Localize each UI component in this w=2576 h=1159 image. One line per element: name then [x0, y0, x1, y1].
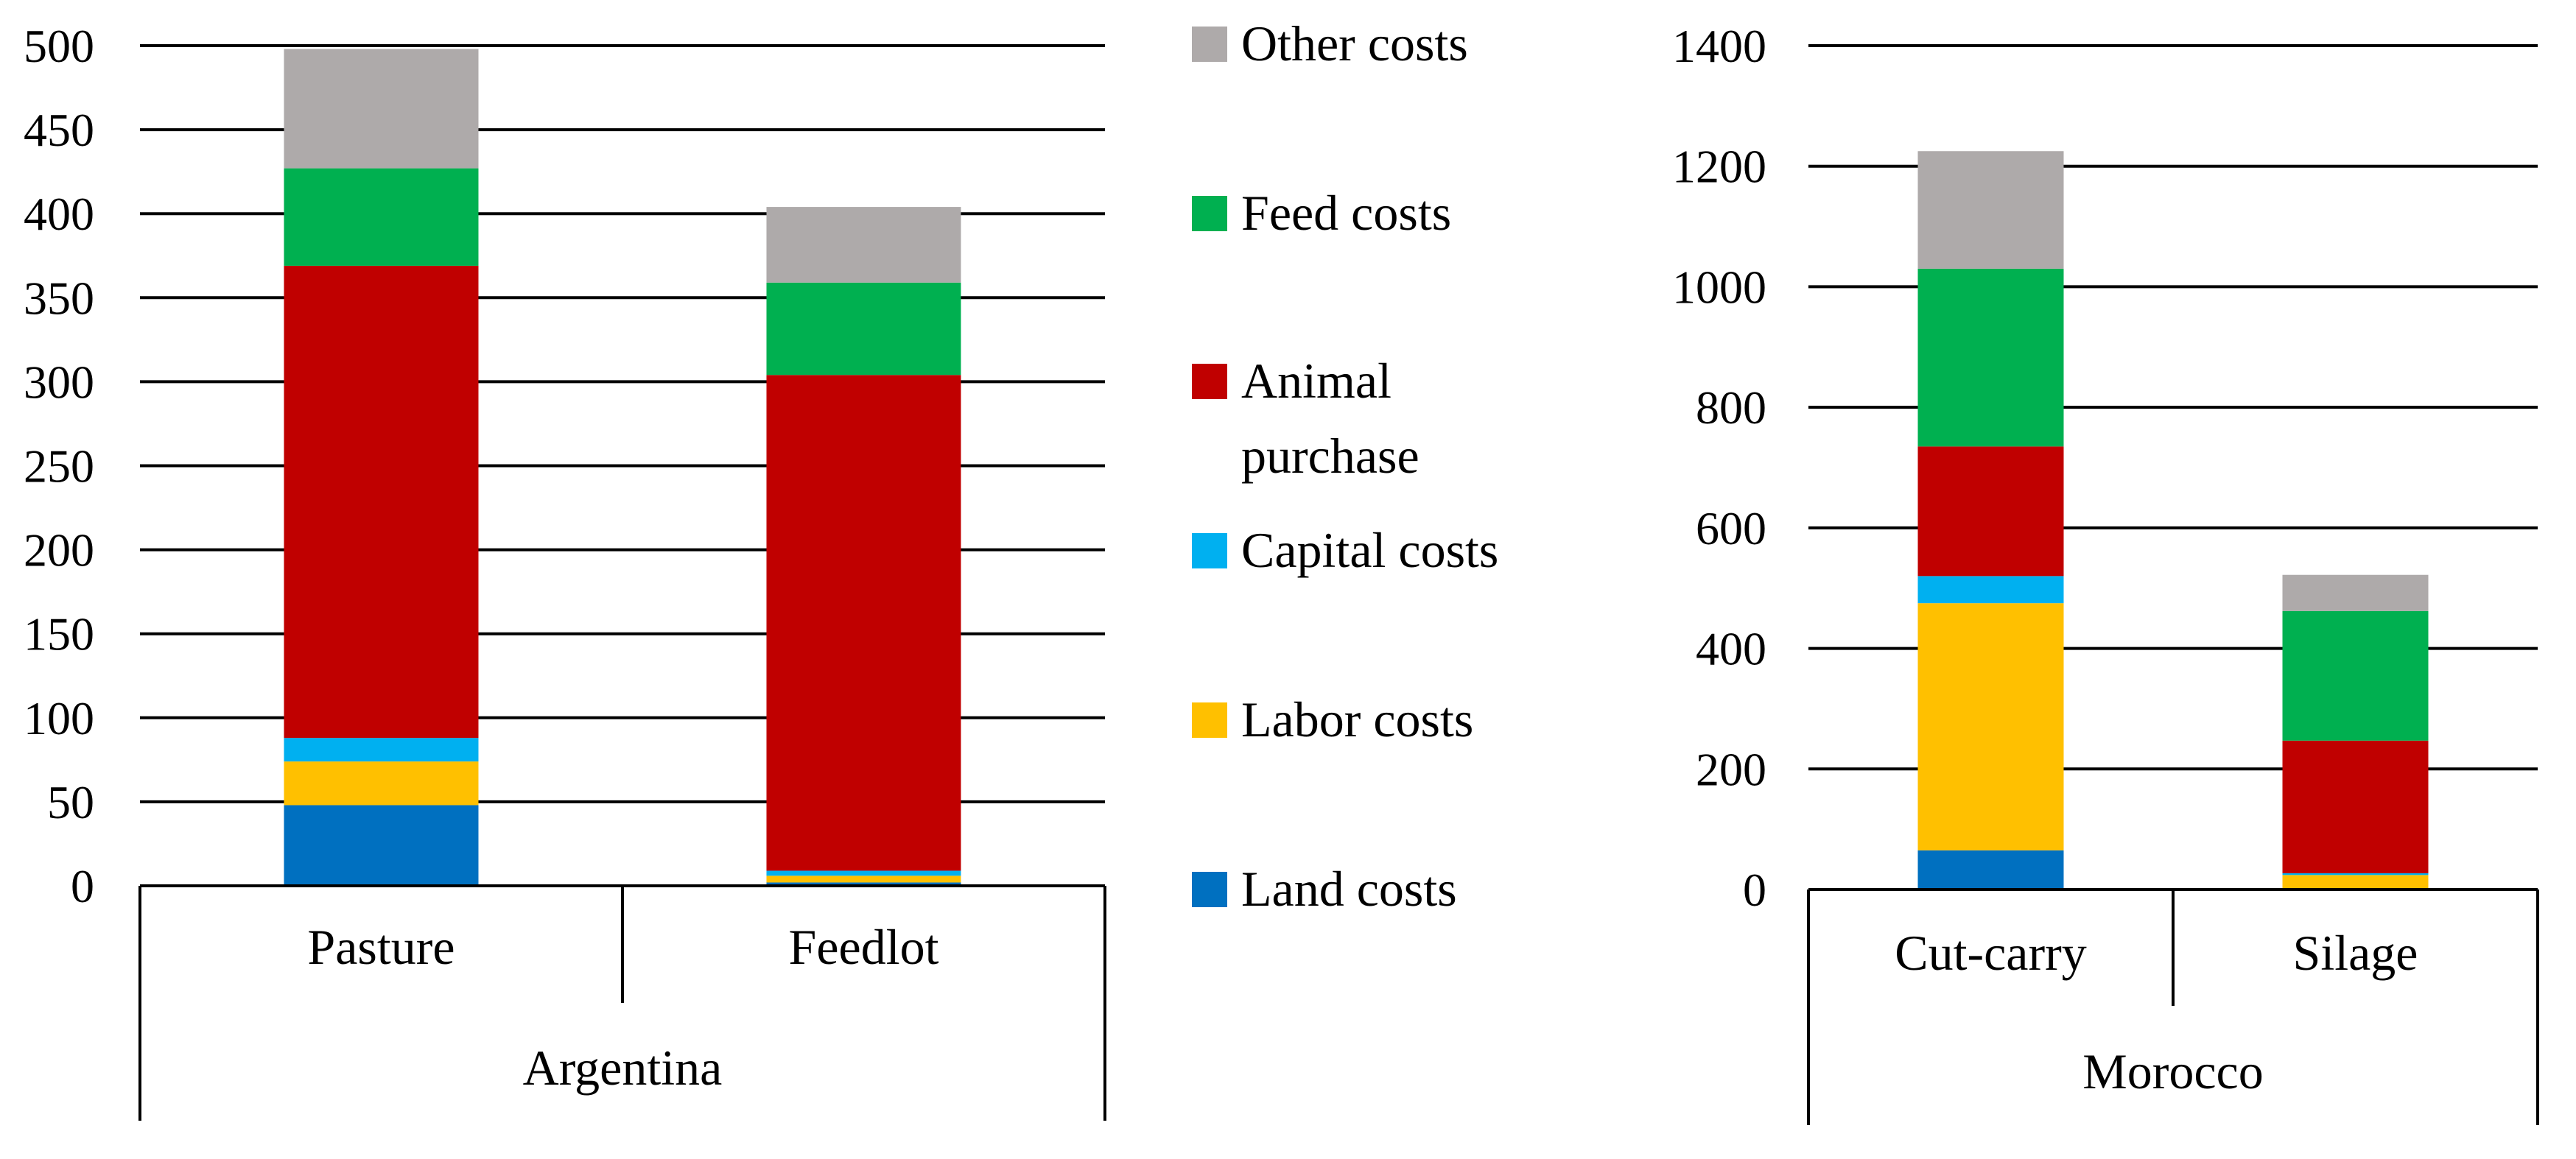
bar-feedlot-land-costs: [766, 882, 961, 886]
bar-cut-carry-other-costs: [1917, 151, 2064, 269]
y-tick-label: 150: [24, 608, 94, 660]
chart-argentina: 0 50 100 150 200 250 300 350 400 450 500 Pasture Fee…: [24, 20, 1106, 1121]
legend-label: purchase: [1241, 428, 1419, 484]
group-label: Morocco: [2082, 1043, 2263, 1099]
legend-swatch-feed-costs: [1192, 196, 1227, 231]
legend-label: Labor costs: [1241, 691, 1473, 747]
y-tick-label: 450: [24, 104, 94, 156]
bar-pasture-labor-costs: [284, 761, 479, 806]
category-label: Feedlot: [789, 919, 939, 975]
y-tick-label: 500: [24, 20, 94, 72]
legend-label: Other costs: [1241, 15, 1468, 71]
bar-silage-labor-costs: [2282, 875, 2429, 889]
bar-feedlot-other-costs: [766, 207, 961, 283]
bar-feedlot-labor-costs: [766, 876, 961, 883]
legend-swatch-animal-purchase: [1192, 364, 1227, 399]
y-tick-label: 0: [1743, 864, 1766, 916]
bar-cut-carry-labor-costs: [1917, 603, 2064, 850]
y-tick-label: 100: [24, 692, 94, 744]
y-tick-label: 50: [47, 776, 94, 828]
legend-swatch-labor-costs: [1192, 702, 1227, 738]
y-tick-label: 400: [1696, 623, 1766, 675]
y-tick-label: 300: [24, 356, 94, 408]
bar-pasture-other-costs: [284, 49, 479, 169]
y-tick-label: 1200: [1672, 141, 1766, 193]
y-tick-label: 400: [24, 188, 94, 240]
bar-feedlot-capital-costs: [766, 870, 961, 876]
bar-cut-carry-land-costs: [1917, 850, 2064, 889]
chart-morocco: 0 200 400 600 800 1000 1200 1400 Cut-carry Silage…: [1672, 20, 2539, 1125]
y-tick-label: 200: [24, 524, 94, 577]
legend-label: Feed costs: [1241, 185, 1451, 241]
legend: Other costs Feed costs Animal purchase Capit…: [1192, 15, 1498, 917]
y-tick-label: 1400: [1672, 20, 1766, 72]
bar-feedlot-animal-purchase: [766, 375, 961, 871]
y-tick-label: 250: [24, 440, 94, 493]
legend-label: Capital costs: [1241, 522, 1498, 578]
legend-swatch-land-costs: [1192, 872, 1227, 907]
category-label: Pasture: [307, 919, 455, 975]
y-tick-label: 600: [1696, 502, 1766, 554]
bar-pasture-feed-costs: [284, 168, 479, 266]
category-label: Silage: [2293, 925, 2418, 981]
y-tick-label: 800: [1696, 381, 1766, 434]
bar-cut-carry-capital-costs: [1917, 576, 2064, 604]
bar-pasture-animal-purchase: [284, 265, 479, 739]
bar-silage-animal-purchase: [2282, 740, 2429, 873]
bar-pasture-capital-costs: [284, 738, 479, 762]
legend-swatch-other-costs: [1192, 27, 1227, 62]
y-tick-label: 1000: [1672, 261, 1766, 313]
bar-cut-carry-feed-costs: [1917, 268, 2064, 447]
legend-label: Land costs: [1241, 861, 1457, 917]
bar-cut-carry-animal-purchase: [1917, 446, 2064, 577]
y-tick-label: 0: [71, 860, 94, 912]
bar-silage-other-costs: [2282, 574, 2429, 611]
bar-silage-capital-costs: [2282, 873, 2429, 876]
bar-feedlot-feed-costs: [766, 282, 961, 376]
y-tick-label: 350: [24, 272, 94, 324]
group-label: Argentina: [523, 1040, 723, 1096]
legend-label: Animal: [1241, 353, 1391, 409]
y-tick-label: 200: [1696, 743, 1766, 795]
legend-swatch-capital-costs: [1192, 533, 1227, 568]
category-label: Cut-carry: [1895, 925, 2087, 981]
bar-silage-feed-costs: [2282, 610, 2429, 741]
bar-pasture-land-costs: [284, 805, 479, 886]
